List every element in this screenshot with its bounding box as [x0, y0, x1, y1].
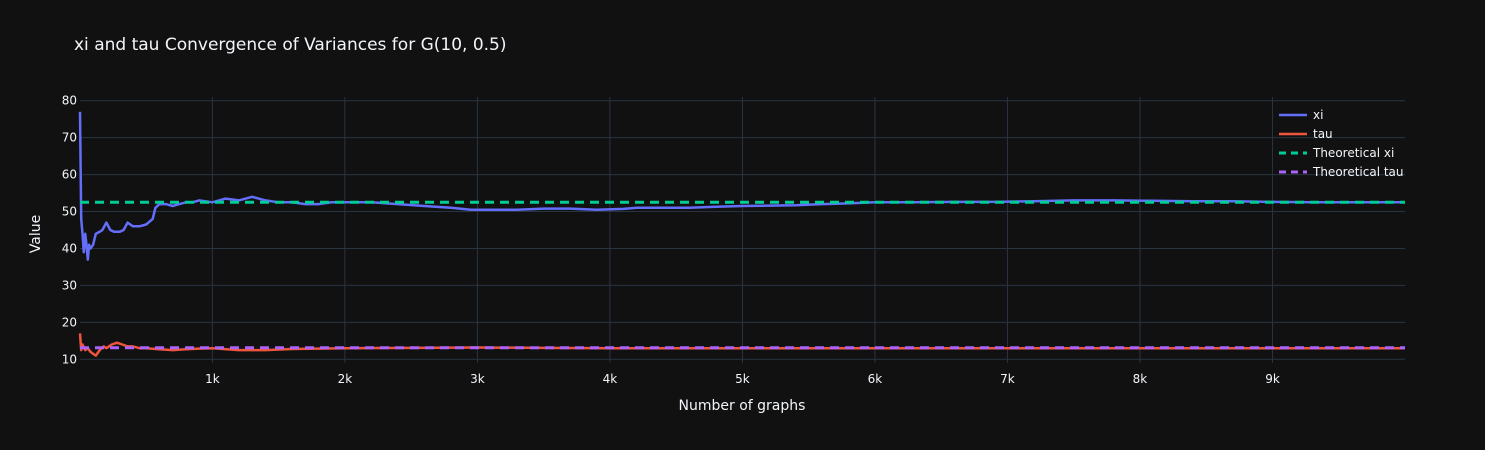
legend-item[interactable]: xi — [1279, 108, 1323, 122]
x-tick-label: 3k — [470, 372, 485, 386]
y-tick-label: 20 — [62, 315, 77, 329]
y-tick-label: 40 — [62, 241, 77, 255]
y-gridlines — [80, 100, 1405, 360]
y-tick-label: 10 — [62, 352, 77, 366]
x-tick-label: 5k — [735, 372, 750, 386]
y-axis-label: Value — [28, 215, 44, 253]
legend-label: xi — [1313, 108, 1323, 122]
x-tick-label: 8k — [1133, 372, 1148, 386]
y-tick-label: 70 — [62, 131, 77, 145]
x-tick-labels: 1k 2k 3k 4k 5k 6k 7k 8k 9k — [205, 372, 1280, 386]
x-tick-label: 6k — [868, 372, 883, 386]
legend-item[interactable]: Theoretical tau — [1279, 165, 1404, 179]
legend-label: Theoretical xi — [1312, 146, 1394, 160]
x-tick-label: 7k — [1000, 372, 1015, 386]
y-tick-labels: 10 20 30 40 50 60 70 80 — [62, 94, 77, 367]
x-tick-label: 9k — [1265, 372, 1280, 386]
legend-item[interactable]: tau — [1279, 127, 1333, 141]
y-tick-label: 30 — [62, 278, 77, 292]
y-tick-label: 50 — [62, 205, 77, 219]
x-gridlines — [211, 97, 1273, 363]
series-layer — [78, 111, 1405, 357]
legend-item[interactable]: Theoretical xi — [1279, 146, 1394, 160]
legend[interactable]: xi tau Theoretical xi Theoretical tau — [1279, 108, 1404, 179]
y-tick-label: 60 — [62, 168, 77, 182]
x-tick-label: 4k — [603, 372, 618, 386]
chart-title: xi and tau Convergence of Variances for … — [74, 35, 507, 55]
x-tick-label: 2k — [338, 372, 353, 386]
legend-label: tau — [1313, 127, 1333, 141]
legend-label: Theoretical tau — [1312, 165, 1404, 179]
x-tick-label: 1k — [205, 372, 220, 386]
y-tick-label: 80 — [62, 94, 77, 108]
x-axis-label: Number of graphs — [679, 398, 806, 414]
